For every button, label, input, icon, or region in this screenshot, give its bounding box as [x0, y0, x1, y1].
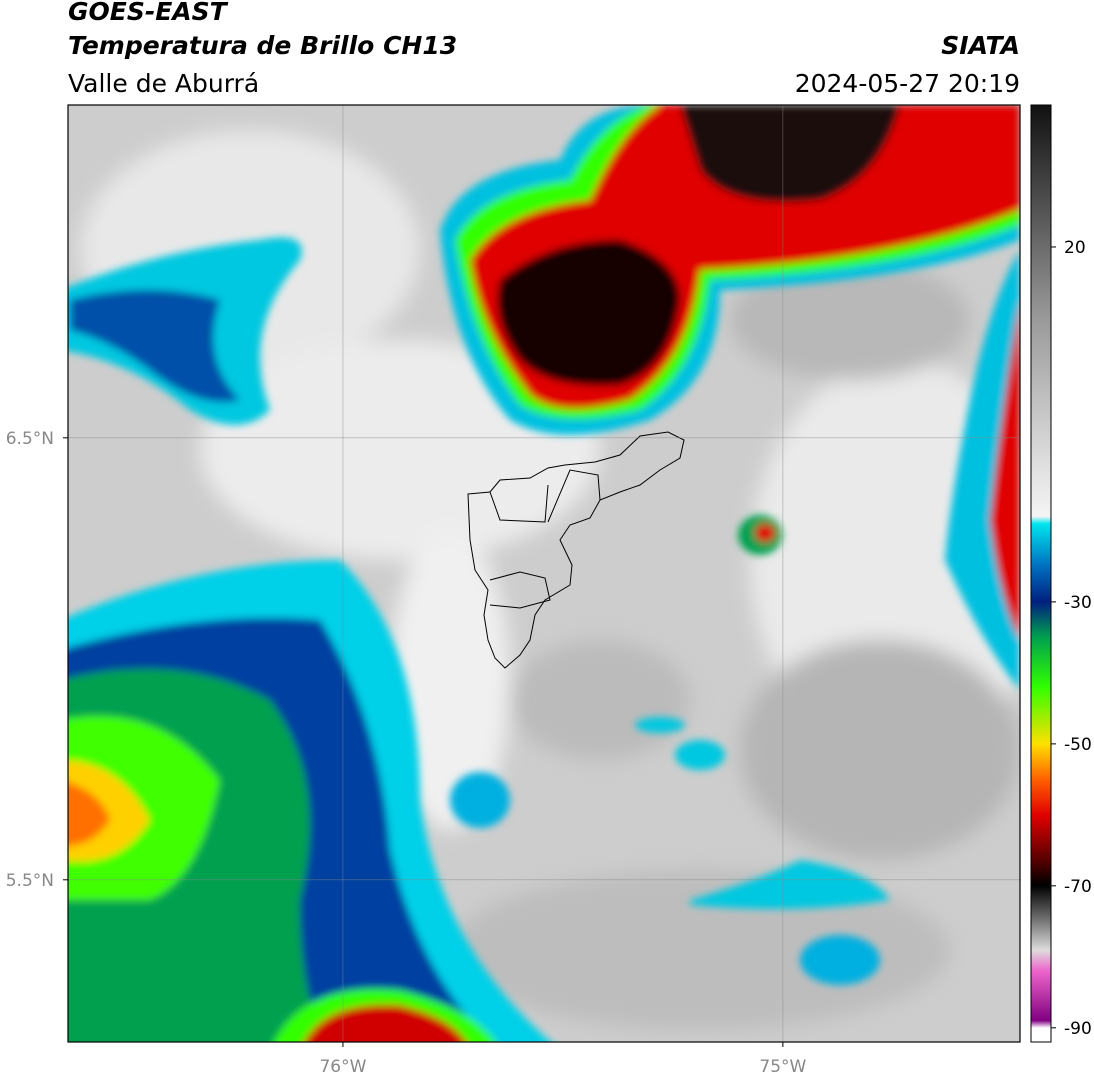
colorbar-tick-label: -70 — [1064, 877, 1092, 897]
source: SIATA — [941, 31, 1020, 60]
satellite-image — [68, 105, 1020, 1042]
lon-tick-label: 76°W — [319, 1057, 366, 1077]
map-frame — [67, 104, 1021, 1043]
aburra-valley-outline — [467, 431, 685, 669]
lat-tick-label: 6.5°N — [6, 429, 54, 449]
colorbar-tick-label: -90 — [1064, 1019, 1092, 1039]
region: Valle de Aburrá — [68, 69, 259, 98]
colorbar-tick-label: -30 — [1064, 593, 1092, 613]
colorbar — [1030, 104, 1052, 1043]
title: GOES-EAST — [68, 0, 229, 26]
datetime: 2024-05-27 20:19 — [795, 69, 1020, 98]
lon-tick-label: 75°W — [759, 1057, 806, 1077]
colorbar-tick-label: -50 — [1064, 735, 1092, 755]
lat-tick-label: 5.5°N — [6, 871, 54, 891]
subtitle: Temperatura de Brillo CH13 — [68, 31, 457, 60]
colorbar-tick-label: 20 — [1064, 238, 1086, 258]
